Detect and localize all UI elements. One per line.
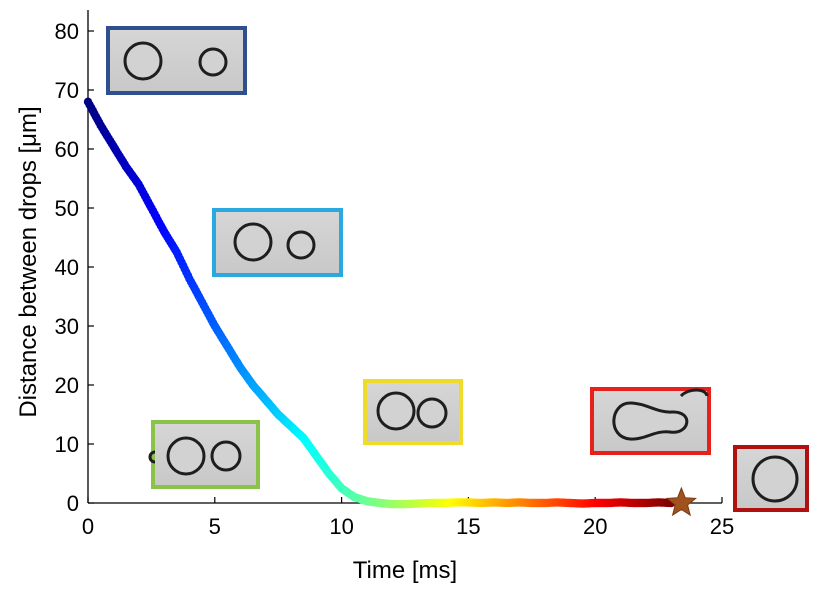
inset-yellow-drop-large <box>376 391 416 431</box>
y-tick-label: 60 <box>55 137 79 162</box>
inset-blue-drop-large <box>123 41 163 81</box>
inset-cyan-frame <box>212 208 343 277</box>
inset-green-partial-drop <box>148 450 156 464</box>
x-tick-label: 20 <box>583 514 607 539</box>
y-tick-label: 0 <box>67 491 79 516</box>
inset-blue <box>106 26 247 95</box>
inset-darkred <box>733 445 809 512</box>
y-axis-title: Distance between drops [μm] <box>15 106 42 417</box>
data-points <box>83 97 676 509</box>
inset-blue-drop-small <box>198 47 228 77</box>
inset-green-drop-small <box>210 440 242 472</box>
plot-area: 0 5 10 15 20 25 0 10 20 30 40 50 60 70 80 Time [ms] Di… <box>15 10 734 584</box>
inset-yellow <box>363 379 463 445</box>
y-tick-label: 40 <box>55 255 79 280</box>
inset-cyan-drop-small <box>286 230 316 260</box>
inset-cyan-drop-large <box>233 222 273 262</box>
inset-yellow-drop-small <box>416 397 448 429</box>
inset-red-edge-drop <box>679 388 709 398</box>
y-tick-label: 50 <box>55 196 79 221</box>
axis-tick-labels: 0 5 10 15 20 25 0 10 20 30 40 50 60 70 80 <box>55 19 735 539</box>
inset-green <box>148 420 260 489</box>
x-tick-label: 5 <box>209 514 221 539</box>
inset-red <box>590 387 711 455</box>
y-tick-label: 80 <box>55 19 79 44</box>
x-tick-label: 10 <box>329 514 353 539</box>
inset-cyan <box>212 208 343 277</box>
inset-red-necked-drop <box>612 401 689 441</box>
y-tick-label: 10 <box>55 432 79 457</box>
y-tick-label: 20 <box>55 373 79 398</box>
y-tick-label: 30 <box>55 314 79 339</box>
coalescence-star-marker <box>665 486 698 517</box>
inset-darkred-drop <box>751 455 799 503</box>
x-tick-label: 0 <box>82 514 94 539</box>
y-tick-label: 70 <box>55 78 79 103</box>
inset-green-drop-large <box>166 436 206 476</box>
x-tick-label: 25 <box>710 514 734 539</box>
x-axis-title: Time [ms] <box>353 557 457 584</box>
x-tick-label: 15 <box>456 514 480 539</box>
